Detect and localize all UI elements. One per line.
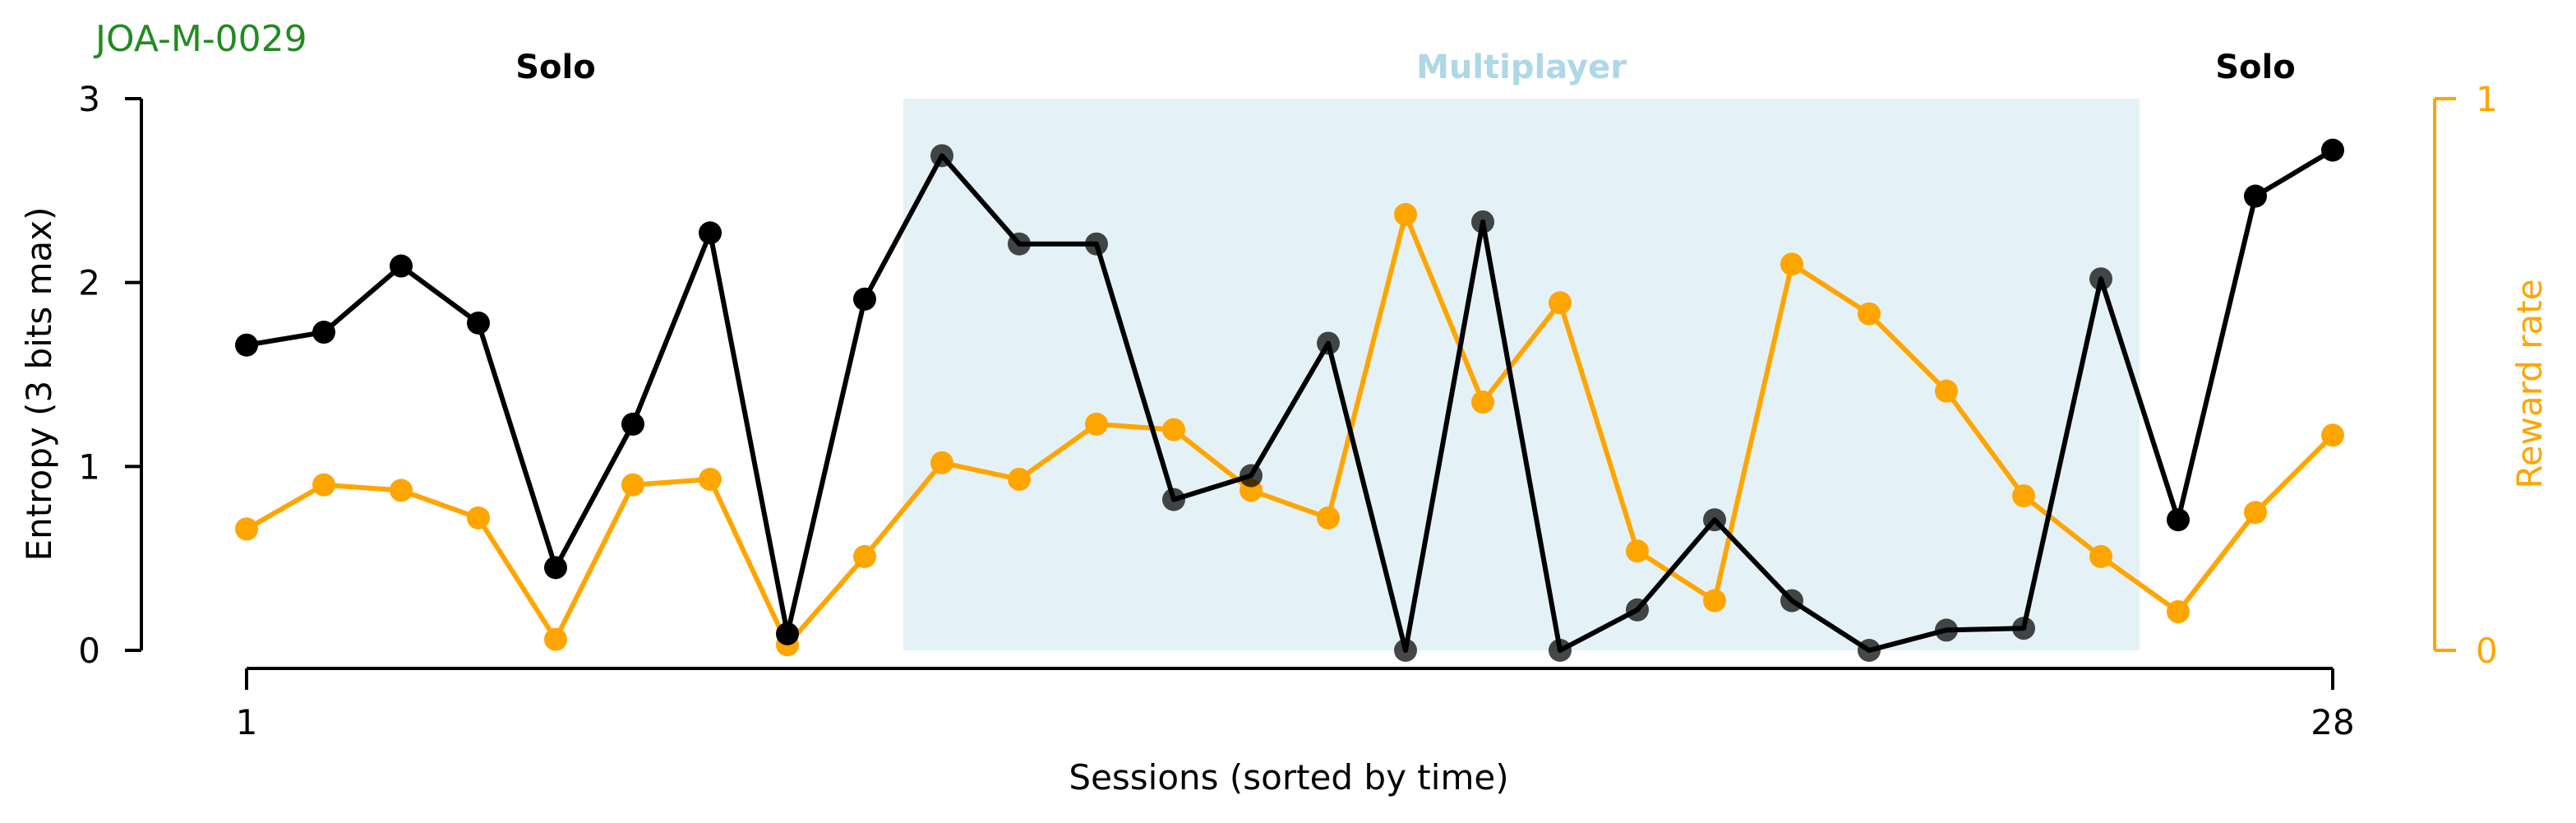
entropy-point: [853, 287, 876, 311]
reward-point: [621, 473, 644, 497]
reward-point: [467, 506, 490, 529]
entropy-point: [1858, 639, 1881, 662]
x-tick-label: 28: [2311, 702, 2354, 742]
entropy-point: [1085, 232, 1108, 256]
y-axis-right-label: Reward rate: [2509, 279, 2550, 488]
entropy-point: [544, 556, 567, 580]
entropy-series: [235, 138, 2344, 662]
phase-label-solo: Solo: [2215, 49, 2295, 86]
entropy-point: [467, 311, 490, 335]
entropy-point: [390, 254, 413, 278]
x-axis-label: Sessions (sorted by time): [1069, 757, 1508, 798]
reward-point: [1471, 391, 1494, 414]
reward-point: [1935, 379, 1958, 403]
phase-label-multiplayer: Multiplayer: [1416, 49, 1627, 86]
entropy-point: [1471, 210, 1494, 233]
reward-point: [2089, 544, 2112, 568]
reward-point: [2167, 600, 2190, 624]
entropy-point: [312, 321, 335, 344]
phase-label-solo: Solo: [515, 49, 595, 86]
multiplayer-shade: [903, 99, 2140, 650]
y-axis-left-label: Entropy (3 bits max): [19, 207, 59, 562]
reward-point: [1008, 467, 1031, 491]
reward-point: [1085, 412, 1108, 436]
right-tick-label: 0: [2476, 631, 2498, 671]
entropy-point: [2167, 508, 2190, 532]
entropy-point: [1626, 598, 1649, 622]
reward-point: [2012, 484, 2035, 508]
entropy-point: [1394, 639, 1417, 662]
reward-point: [1317, 506, 1340, 529]
left-tick-label: 0: [78, 631, 100, 671]
entropy-point: [2321, 138, 2344, 162]
right-y-axis: 01: [2433, 79, 2498, 671]
left-y-axis: 0 1 2 3: [78, 79, 143, 671]
reward-point: [1162, 418, 1185, 442]
left-tick-label: 2: [78, 263, 100, 303]
entropy-point: [621, 412, 644, 436]
reward-point: [1394, 202, 1417, 226]
entropy-point: [1703, 508, 1726, 532]
reward-point: [853, 544, 876, 568]
entropy-point: [1162, 488, 1185, 511]
phase-labels: Solo Multiplayer Solo: [515, 49, 2295, 86]
entropy-line: [246, 148, 2334, 653]
entropy-point: [1317, 331, 1340, 355]
entropy-point: [1935, 618, 1958, 642]
reward-point: [544, 627, 567, 651]
x-axis: 1 28: [236, 667, 2355, 742]
reward-point: [930, 451, 953, 474]
left-tick-label: 3: [78, 79, 100, 119]
entropy-point: [930, 144, 953, 168]
reward-point: [1858, 302, 1881, 326]
entropy-point: [2089, 267, 2112, 291]
reward-point: [235, 517, 258, 541]
entropy-point: [2244, 184, 2267, 208]
reward-point: [1626, 539, 1649, 563]
reward-point: [2244, 501, 2267, 525]
reward-point: [1780, 252, 1803, 276]
entropy-point: [776, 622, 799, 645]
entropy-point: [1240, 464, 1263, 488]
reward-point: [312, 473, 335, 497]
right-tick-label: 1: [2476, 79, 2498, 119]
entropy-point: [1780, 589, 1803, 613]
reward-point: [390, 479, 413, 502]
entropy-point: [2012, 617, 2035, 640]
reward-point: [699, 467, 722, 491]
x-tick-label: 1: [236, 702, 258, 742]
reward-line: [245, 211, 2335, 648]
entropy-point: [235, 333, 258, 357]
reward-point: [1703, 589, 1726, 613]
phase-shading: [903, 99, 2140, 650]
left-tick-label: 1: [78, 446, 100, 487]
entropy-point: [699, 221, 722, 245]
entropy-point: [1549, 639, 1572, 662]
series-layer: [235, 138, 2344, 662]
reward-point: [2321, 423, 2344, 447]
reward-point: [1549, 291, 1572, 315]
entropy-point: [1008, 232, 1031, 256]
subject-id-label: JOA-M-0029: [93, 18, 307, 60]
